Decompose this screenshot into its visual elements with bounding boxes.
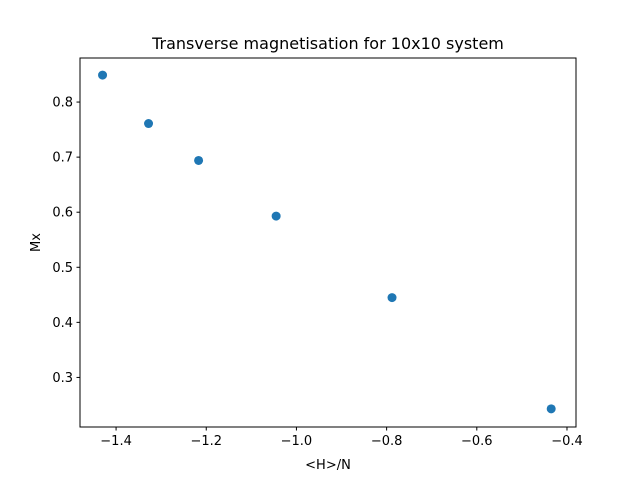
data-point — [546, 404, 556, 414]
x-tick-label: −0.8 — [371, 434, 403, 449]
y-tick-label: 0.4 — [52, 316, 73, 331]
x-tick-label: −0.6 — [461, 434, 493, 449]
y-tick-label: 0.5 — [52, 261, 73, 276]
axis-ticks: −1.4 −1.2 −1.0 −0.8 −0.6 −0.4 0.3 0.4 0.5 0.6 0.7 0… — [52, 96, 582, 449]
x-tick-label: −1.2 — [190, 434, 222, 449]
data-point — [98, 70, 108, 80]
data-points — [98, 70, 556, 414]
x-axis-label: <H>/N — [305, 458, 351, 473]
chart-title: Transverse magnetisation for 10x10 syste… — [151, 34, 504, 53]
data-point — [194, 155, 204, 165]
axes-frame — [79, 57, 577, 428]
data-point — [144, 119, 154, 129]
x-tick-label: −1.0 — [281, 434, 313, 449]
y-tick-label: 0.7 — [52, 151, 73, 166]
y-tick-label: 0.8 — [52, 96, 73, 111]
data-point — [271, 211, 281, 221]
y-tick-label: 0.6 — [52, 206, 73, 221]
data-point — [387, 293, 397, 303]
x-tick-label: −0.4 — [551, 434, 583, 449]
y-axis-label: Mx — [29, 233, 44, 252]
y-tick-label: 0.3 — [52, 371, 73, 386]
x-tick-label: −1.4 — [100, 434, 132, 449]
